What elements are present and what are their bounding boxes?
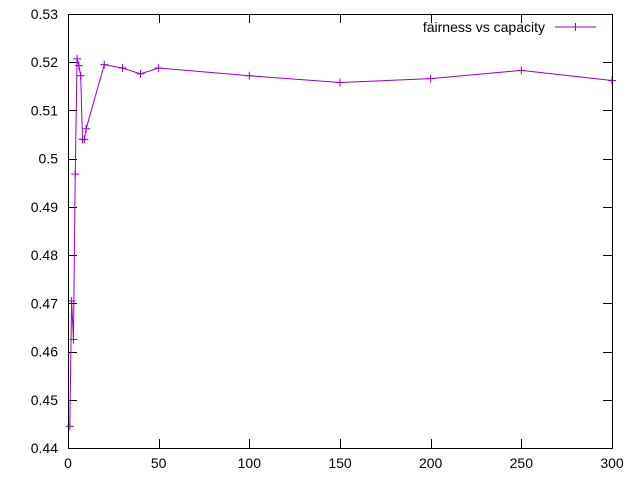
x-tick-label: 50 bbox=[151, 455, 167, 471]
x-tick-label: 250 bbox=[510, 455, 534, 471]
data-point bbox=[74, 61, 83, 70]
data-point bbox=[80, 135, 89, 144]
series-line bbox=[69, 58, 613, 427]
y-tick-label: 0.52 bbox=[31, 54, 58, 70]
legend: fairness vs capacity bbox=[423, 19, 596, 35]
data-point bbox=[426, 74, 435, 83]
plot-frame bbox=[68, 14, 613, 449]
y-tick-label: 0.5 bbox=[39, 151, 59, 167]
data-point bbox=[69, 335, 78, 344]
y-tick-label: 0.51 bbox=[31, 102, 58, 118]
data-point bbox=[517, 66, 526, 75]
x-tick-label: 100 bbox=[238, 455, 262, 471]
y-tick-label: 0.46 bbox=[31, 344, 58, 360]
data-point bbox=[245, 71, 254, 80]
data-point bbox=[100, 60, 109, 69]
y-tick-label: 0.45 bbox=[31, 392, 58, 408]
y-tick-label: 0.49 bbox=[31, 199, 58, 215]
data-point bbox=[76, 71, 85, 80]
data-point bbox=[71, 170, 80, 179]
y-tick-label: 0.48 bbox=[31, 247, 58, 263]
legend-marker bbox=[571, 23, 580, 31]
x-tick-label: 150 bbox=[328, 455, 352, 471]
series-layer bbox=[65, 54, 616, 431]
tick-labels: 0 50 100 150 200 250 300 0.44 0.45 0.46 0.47 0.48 0.… bbox=[31, 6, 624, 471]
x-tick-label: 300 bbox=[600, 455, 624, 471]
x-tick-label: 0 bbox=[64, 455, 72, 471]
y-tick-label: 0.44 bbox=[31, 440, 58, 456]
data-point bbox=[73, 54, 82, 63]
data-point bbox=[336, 78, 344, 87]
x-tick-label: 200 bbox=[419, 455, 443, 471]
data-point bbox=[136, 69, 145, 78]
data-point bbox=[65, 422, 74, 431]
y-tick-label: 0.47 bbox=[31, 295, 58, 311]
y-tick-label: 0.53 bbox=[31, 6, 58, 22]
legend-label: fairness vs capacity bbox=[423, 19, 545, 35]
data-point bbox=[154, 64, 163, 73]
data-point bbox=[118, 64, 127, 73]
data-point bbox=[82, 124, 91, 133]
